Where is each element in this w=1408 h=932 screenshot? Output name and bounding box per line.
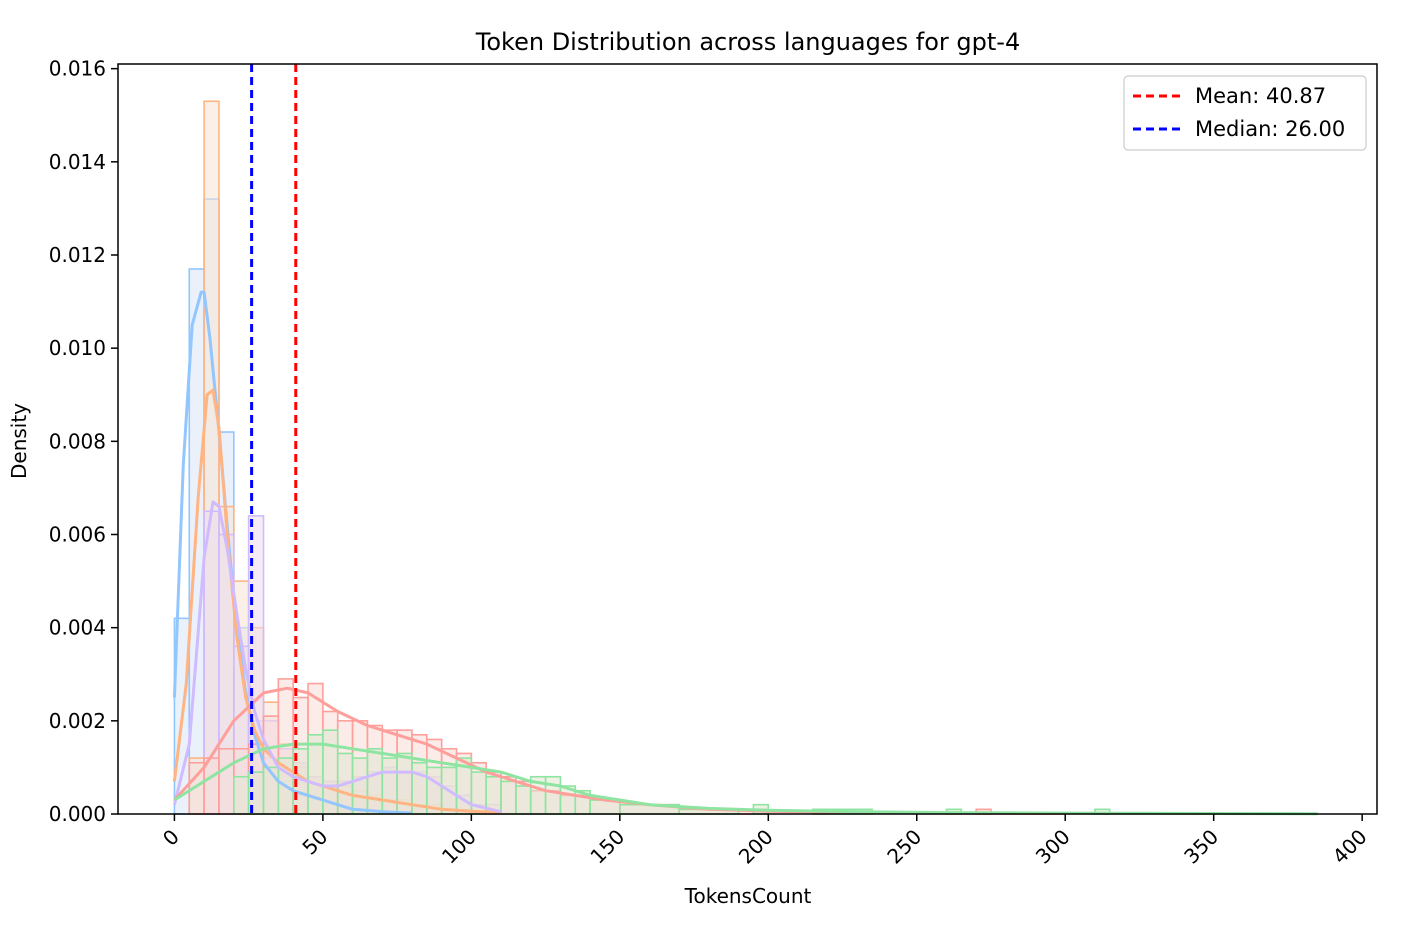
histogram-bar [544,775,562,815]
histogram-bar [500,780,517,815]
legend-median-label: Median: 26.00 [1195,117,1345,141]
legend-mean-label: Mean: 40.87 [1195,84,1326,108]
reference-lines [250,64,298,814]
y-axis-title: Density [7,403,31,479]
legend: Mean: 40.87 Median: 26.00 [1123,75,1367,151]
histogram-bar [307,734,324,815]
kde-curve [173,742,1318,816]
kde-curve [172,500,502,814]
y-tick-label: 0.010 [49,336,106,360]
legend-box [1123,75,1367,151]
plot-frame [117,63,1378,815]
kde-curves [172,290,1318,816]
y-tick-label: 0.000 [49,802,106,826]
histogram-bar [515,785,532,815]
y-axis: 0.000 0.002 0.004 0.006 0.008 0.010 0.012 0.014… [49,57,118,826]
histogram-bar [233,775,250,815]
y-tick-label: 0.008 [49,429,106,453]
histogram-bar [218,747,235,815]
y-tick-label: 0.002 [49,709,106,733]
chart-title: Token Distribution across languages for … [475,28,1020,56]
histogram-bar [381,757,398,815]
x-axis-title: TokensCount [684,884,812,908]
y-tick-label: 0.014 [49,150,106,174]
histogram-bar [366,747,384,815]
y-tick-label: 0.016 [49,57,106,81]
histogram-bar [351,757,369,815]
y-tick-label: 0.006 [49,522,106,546]
y-tick-label: 0.004 [49,616,106,640]
y-tick-label: 0.012 [49,243,106,267]
